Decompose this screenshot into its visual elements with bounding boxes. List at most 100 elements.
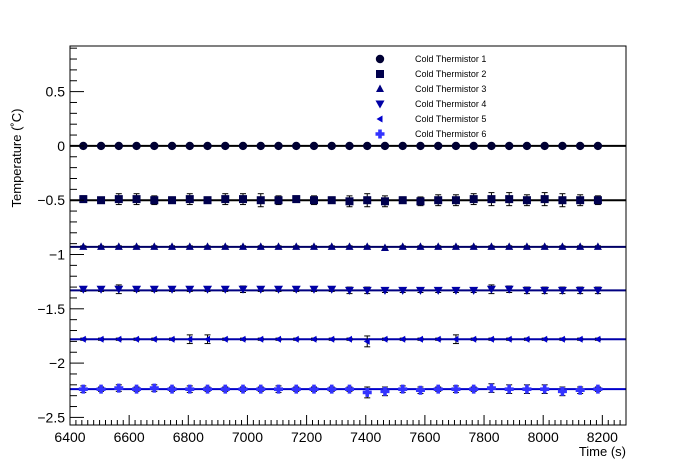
- y-tick-label: −2.5: [37, 409, 65, 425]
- legend-label: Cold Thermistor 4: [415, 99, 486, 109]
- data-point: [504, 285, 514, 294]
- data-point: [96, 285, 106, 294]
- data-point: [541, 335, 548, 343]
- data-point: [309, 141, 319, 151]
- data-point: [97, 196, 106, 205]
- data-point: [78, 285, 88, 294]
- data-point: [451, 242, 460, 250]
- data-point: [523, 335, 530, 343]
- data-point: [309, 384, 319, 394]
- data-point: [380, 286, 390, 295]
- data-point: [132, 384, 142, 394]
- y-axis-label: Temperature (˚C): [9, 109, 24, 208]
- data-point: [132, 242, 141, 250]
- data-point: [149, 285, 159, 294]
- data-point: [505, 335, 512, 343]
- legend-marker: [376, 115, 383, 123]
- data-point: [433, 384, 443, 394]
- data-point: [292, 242, 301, 250]
- data-point: [381, 335, 388, 343]
- data-point: [487, 242, 496, 250]
- data-point: [114, 195, 123, 204]
- y-tick-label: 0.5: [46, 84, 66, 100]
- data-point: [469, 384, 479, 394]
- data-point: [292, 335, 299, 343]
- data-point: [540, 286, 550, 295]
- data-point: [97, 242, 106, 250]
- data-point: [399, 335, 406, 343]
- data-point: [345, 141, 354, 151]
- data-point: [327, 196, 336, 205]
- data-point: [292, 195, 301, 204]
- data-point: [168, 335, 175, 343]
- data-point: [593, 384, 603, 394]
- data-point: [362, 286, 372, 295]
- x-tick-label: 6400: [54, 429, 85, 445]
- data-point: [469, 141, 478, 151]
- y-axis: 0.5 0 −0.5 −1 −1.5 −2 −2.5: [37, 47, 84, 425]
- data-point: [557, 286, 567, 295]
- legend-label: Cold Thermistor 2: [415, 69, 486, 79]
- data-point: [363, 196, 372, 205]
- legend-label: Cold Thermistor 6: [415, 129, 486, 139]
- data-point: [593, 141, 603, 151]
- data-point: [540, 242, 549, 250]
- data-point: [362, 387, 372, 397]
- data-point: [327, 384, 337, 394]
- data-point: [380, 141, 390, 151]
- data-point: [114, 242, 123, 250]
- data-point: [96, 141, 106, 151]
- x-tick-label: 6800: [173, 429, 204, 445]
- legend-label: Cold Thermistor 3: [415, 84, 486, 94]
- data-point: [576, 196, 585, 205]
- data-point: [557, 386, 567, 396]
- data-point: [416, 242, 425, 250]
- y-tick-label: −1: [49, 247, 65, 263]
- data-point: [256, 196, 265, 205]
- data-point: [416, 335, 423, 343]
- data-point: [274, 384, 283, 394]
- data-point: [274, 196, 283, 205]
- data-point: [309, 196, 318, 205]
- data-point: [256, 141, 265, 151]
- data-point: [168, 196, 177, 205]
- data-point: [345, 242, 354, 250]
- data-point: [345, 335, 352, 343]
- data-point: [522, 196, 531, 205]
- data-point: [132, 195, 141, 204]
- data-point: [185, 285, 195, 294]
- legend-marker: [375, 129, 385, 139]
- legend-label: Cold Thermistor 5: [415, 114, 486, 124]
- data-point: [593, 286, 603, 295]
- data-point: [452, 335, 459, 343]
- data-point: [203, 384, 213, 394]
- data-point: [469, 242, 478, 250]
- data-point: [132, 141, 141, 151]
- data-point: [451, 384, 461, 394]
- legend-marker: [375, 54, 385, 64]
- data-point: [167, 141, 177, 151]
- data-point: [133, 335, 140, 343]
- data-point: [238, 141, 248, 151]
- x-tick-label: 7400: [350, 429, 381, 445]
- data-point: [345, 197, 354, 206]
- data-point: [398, 242, 407, 250]
- data-point: [363, 242, 372, 250]
- data-point: [487, 335, 494, 343]
- data-point: [256, 285, 266, 294]
- data-point: [310, 335, 317, 343]
- data-point: [220, 285, 230, 294]
- data-point: [558, 141, 567, 151]
- x-tick-label: 7200: [291, 429, 322, 445]
- data-point: [504, 384, 514, 394]
- data-point: [274, 285, 283, 294]
- x-tick-label: 8000: [528, 429, 559, 445]
- data-point: [594, 335, 601, 343]
- data-point: [415, 286, 425, 295]
- data-point: [451, 196, 460, 205]
- x-tick-label: 7800: [468, 429, 499, 445]
- data-point: [380, 243, 389, 251]
- y-tick-label: 0: [57, 138, 65, 154]
- data-point: [434, 242, 443, 250]
